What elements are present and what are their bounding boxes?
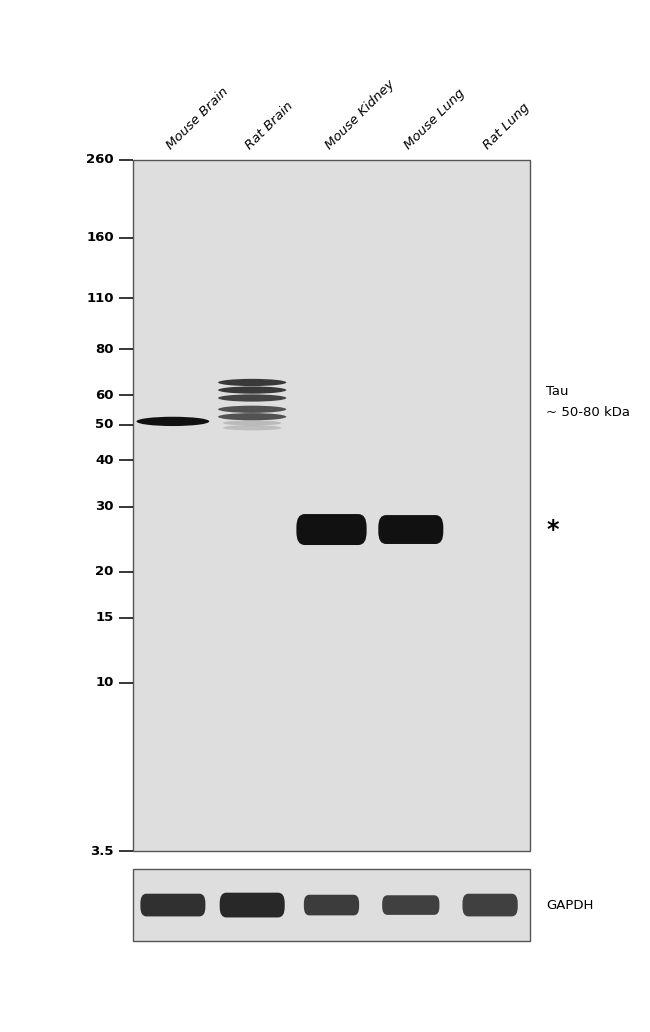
Text: 50: 50 xyxy=(96,418,114,431)
Ellipse shape xyxy=(218,394,287,401)
Text: Mouse Kidney: Mouse Kidney xyxy=(322,77,396,152)
Bar xyxy=(133,869,530,941)
Text: Tau: Tau xyxy=(546,385,569,398)
FancyBboxPatch shape xyxy=(304,895,359,915)
Text: Mouse Brain: Mouse Brain xyxy=(164,85,231,152)
Text: 40: 40 xyxy=(96,454,114,466)
Text: 10: 10 xyxy=(96,676,114,689)
FancyBboxPatch shape xyxy=(378,515,443,544)
Ellipse shape xyxy=(218,379,287,386)
FancyBboxPatch shape xyxy=(382,895,439,914)
Ellipse shape xyxy=(223,425,281,430)
Text: 60: 60 xyxy=(96,389,114,401)
FancyBboxPatch shape xyxy=(296,514,367,545)
Ellipse shape xyxy=(218,386,287,393)
Text: 260: 260 xyxy=(86,154,114,166)
Text: 15: 15 xyxy=(96,611,114,624)
Text: 3.5: 3.5 xyxy=(90,845,114,858)
Ellipse shape xyxy=(136,417,209,426)
FancyBboxPatch shape xyxy=(140,894,205,916)
Text: *: * xyxy=(546,517,558,542)
Ellipse shape xyxy=(218,406,287,413)
Text: 110: 110 xyxy=(86,291,114,304)
Text: 30: 30 xyxy=(96,501,114,513)
Ellipse shape xyxy=(223,420,281,425)
Text: 160: 160 xyxy=(86,231,114,245)
Text: 20: 20 xyxy=(96,566,114,578)
Text: Rat Brain: Rat Brain xyxy=(243,99,296,152)
Ellipse shape xyxy=(218,413,287,420)
Text: ~ 50-80 kDa: ~ 50-80 kDa xyxy=(546,407,630,419)
Text: GAPDH: GAPDH xyxy=(546,899,593,911)
FancyBboxPatch shape xyxy=(463,894,517,916)
FancyBboxPatch shape xyxy=(220,893,285,917)
Text: Mouse Lung: Mouse Lung xyxy=(402,87,467,152)
Bar xyxy=(133,160,530,851)
Text: Rat Lung: Rat Lung xyxy=(481,100,532,152)
Text: 80: 80 xyxy=(96,343,114,356)
